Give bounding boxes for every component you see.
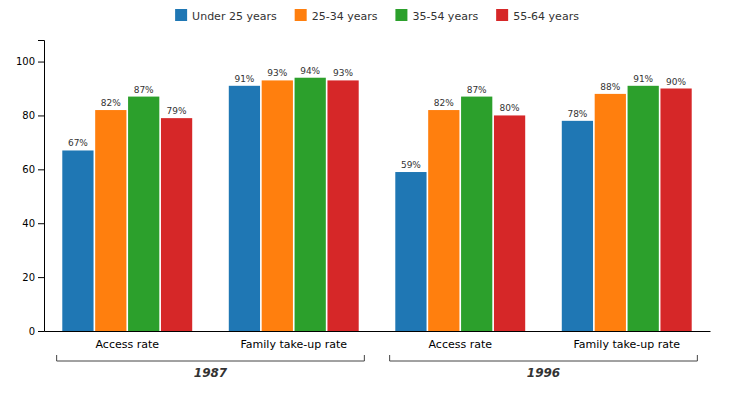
bar: [461, 97, 492, 331]
tick-label: Access rate: [429, 338, 493, 351]
bar: [295, 78, 326, 331]
data-label: 79%: [167, 106, 187, 116]
tick-mark: [38, 62, 44, 63]
data-label: 90%: [666, 77, 686, 87]
bar: [95, 110, 126, 331]
data-label: 87%: [467, 85, 487, 95]
bar: [327, 80, 358, 331]
tick: 20: [22, 272, 44, 283]
tick: 60: [22, 164, 44, 175]
tick: Access rate: [96, 338, 160, 351]
legend-label: Under 25 years: [192, 10, 277, 23]
data-label: 91%: [234, 74, 254, 84]
data-label: 78%: [567, 109, 587, 119]
bar: [128, 97, 159, 331]
bars: [62, 78, 691, 331]
bar: [562, 121, 593, 331]
data-label: 93%: [267, 68, 287, 78]
data-label: 82%: [434, 98, 454, 108]
tick-label: 100: [16, 56, 35, 67]
tick-mark: [38, 223, 44, 224]
tick-label: 60: [22, 164, 35, 175]
bar: [229, 86, 260, 331]
data-label: 67%: [68, 138, 88, 148]
tick: 0: [29, 326, 44, 337]
tick-label: Family take-up rate: [241, 338, 348, 351]
bar: [628, 86, 659, 331]
tick-label: Family take-up rate: [574, 338, 681, 351]
tick-label: 80: [22, 110, 35, 121]
legend-item: 25-34 years: [295, 9, 378, 23]
legend-label: 25-34 years: [312, 10, 378, 23]
data-label: 88%: [600, 82, 620, 92]
x-axis: Access rate Family take-up rate Access rat…: [45, 332, 711, 351]
tick-label: 0: [29, 326, 35, 337]
legend-label: 35-54 years: [412, 10, 478, 23]
tick-label: Access rate: [96, 338, 160, 351]
legend: Under 25 years 25-34 years 35-54 years 55-6…: [175, 9, 579, 23]
tick-mark: [38, 169, 44, 170]
bracket: [57, 355, 365, 361]
tick: Access rate: [429, 338, 493, 351]
data-label: 93%: [333, 68, 353, 78]
category-group-label: 1996: [527, 366, 560, 380]
legend-swatch: [175, 9, 187, 21]
legend-swatch: [496, 9, 508, 21]
y-axis: 0 20 40 60 80 100: [16, 41, 45, 337]
tick-mark: [38, 277, 44, 278]
legend-item: 55-64 years: [496, 9, 579, 23]
bar: [62, 150, 93, 331]
data-labels: 67% 91% 59% 78% 82% 93% 82% 88% 87% 94% 87% 91% 79% 9…: [68, 66, 687, 170]
bar: [660, 89, 691, 332]
data-label: 87%: [134, 85, 154, 95]
data-label: 80%: [500, 103, 520, 113]
plot: 0 20 40 60 80 100 Access rate Family take-up ra…: [16, 41, 711, 381]
axis-line: [45, 331, 711, 332]
legend-item: Under 25 years: [175, 9, 277, 23]
category-groups: 1987 1996: [57, 355, 698, 380]
bar: [428, 110, 459, 331]
data-label: 91%: [633, 74, 653, 84]
bar: [161, 118, 192, 331]
bar: [395, 172, 426, 331]
tick: 100: [16, 56, 44, 67]
bar: [262, 80, 293, 331]
bracket: [390, 355, 698, 361]
tick: Family take-up rate: [241, 338, 348, 351]
axis-line: [38, 41, 45, 332]
tick: 40: [22, 218, 44, 229]
data-label: 59%: [401, 160, 421, 170]
chart: 0 20 40 60 80 100 Access rate Family take-up ra…: [0, 0, 730, 397]
tick-mark: [38, 115, 44, 116]
tick-label: 20: [22, 272, 35, 283]
legend-item: 35-54 years: [395, 9, 478, 23]
data-label: 94%: [300, 66, 320, 76]
tick: 80: [22, 110, 44, 121]
tick-mark: [38, 331, 44, 332]
legend-swatch: [395, 9, 407, 21]
bar: [595, 94, 626, 331]
category-group-label: 1987: [194, 366, 228, 380]
bar: [494, 115, 525, 331]
tick-label: 40: [22, 218, 35, 229]
data-label: 82%: [101, 98, 121, 108]
legend-swatch: [295, 9, 307, 21]
tick: Family take-up rate: [574, 338, 681, 351]
legend-label: 55-64 years: [513, 10, 579, 23]
